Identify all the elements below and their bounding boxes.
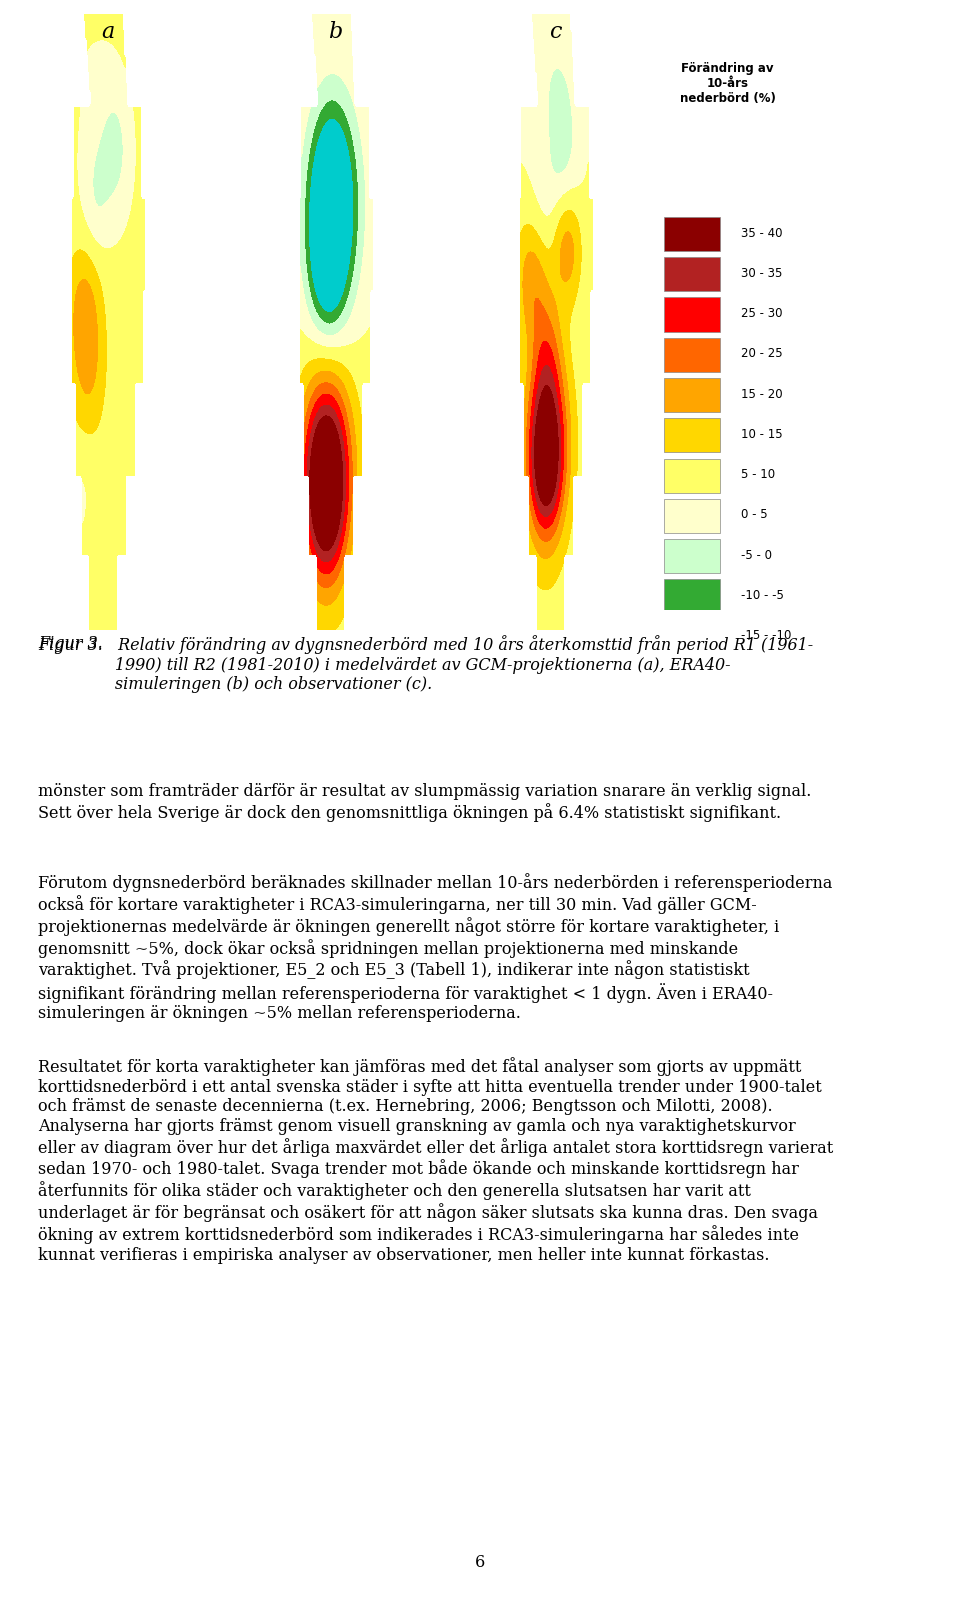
FancyBboxPatch shape [664, 580, 720, 614]
Text: 25 - 30: 25 - 30 [741, 307, 782, 320]
Text: Figur 3.   Relativ förändring av dygnsnederbörd med 10 års återkomsttid från per: Figur 3. Relativ förändring av dygnsnede… [38, 634, 813, 694]
Text: c: c [548, 21, 562, 43]
Text: 20 - 25: 20 - 25 [741, 347, 782, 360]
FancyBboxPatch shape [664, 499, 720, 534]
Text: 10 - 15: 10 - 15 [741, 428, 782, 441]
Text: b: b [328, 21, 342, 43]
Text: 35 - 40: 35 - 40 [741, 227, 782, 240]
FancyBboxPatch shape [664, 620, 720, 654]
Text: Figur 3.: Figur 3. [38, 634, 103, 652]
Text: 0 - 5: 0 - 5 [741, 508, 768, 521]
FancyBboxPatch shape [664, 379, 720, 412]
FancyBboxPatch shape [664, 257, 720, 291]
Text: 5 - 10: 5 - 10 [741, 468, 776, 481]
FancyBboxPatch shape [664, 419, 720, 452]
Text: -5 - 0: -5 - 0 [741, 548, 772, 561]
Text: 30 - 35: 30 - 35 [741, 267, 782, 280]
Text: Förändring av
10-års
nederbörd (%): Förändring av 10-års nederbörd (%) [680, 62, 776, 105]
Text: Resultatet för korta varaktigheter kan jämföras med det fåtal analyser som gjort: Resultatet för korta varaktigheter kan j… [38, 1056, 833, 1264]
Text: 15 - 20: 15 - 20 [741, 388, 782, 401]
FancyBboxPatch shape [664, 297, 720, 332]
Text: 6: 6 [475, 1555, 485, 1571]
Text: a: a [101, 21, 114, 43]
Text: -10 - -5: -10 - -5 [741, 590, 784, 602]
Text: mönster som framträder därför är resultat av slumpmässig variation snarare än ve: mönster som framträder därför är resulta… [38, 783, 812, 821]
Text: Förutom dygnsnederbörd beräknades skillnader mellan 10-års nederbörden i referen: Förutom dygnsnederbörd beräknades skilln… [38, 873, 832, 1023]
FancyBboxPatch shape [664, 217, 720, 251]
Text: -15 - -10: -15 - -10 [741, 630, 791, 642]
FancyBboxPatch shape [664, 459, 720, 492]
FancyBboxPatch shape [664, 539, 720, 574]
FancyBboxPatch shape [664, 337, 720, 372]
